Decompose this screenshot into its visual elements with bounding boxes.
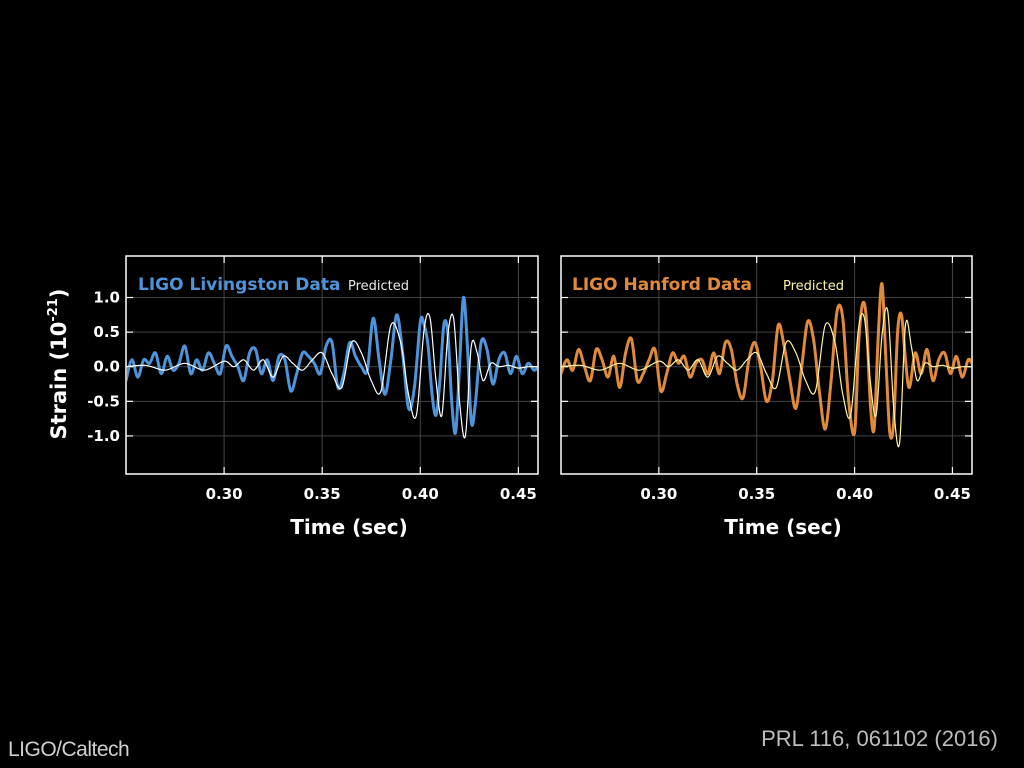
livingston-title: LIGO Livingston Data xyxy=(138,275,340,295)
livingston-ytick-label: -1.0 xyxy=(87,427,120,445)
livingston-xtick-label: 0.40 xyxy=(402,485,439,503)
hanford-data-line xyxy=(562,282,971,440)
y-axis-label-base: Strain (10 xyxy=(47,322,71,440)
y-axis-label-exponent: -21 xyxy=(46,298,61,322)
livingston-xtick-label: 0.45 xyxy=(500,485,537,503)
livingston-legend-predicted: Predicted xyxy=(348,279,409,294)
livingston-xtick-label: 0.30 xyxy=(206,485,243,503)
hanford-title: LIGO Hanford Data xyxy=(572,275,752,295)
livingston-plot-frame xyxy=(125,255,539,475)
livingston-ytick-label: 1.0 xyxy=(93,289,120,307)
hanford-plot-frame xyxy=(560,255,973,475)
hanford-xtick-label: 0.40 xyxy=(836,485,873,503)
credit-ligo-caltech: LIGO/Caltech xyxy=(8,738,130,761)
hanford-xtick-label: 0.35 xyxy=(738,485,775,503)
livingston-ytick-label: -0.5 xyxy=(87,392,120,410)
livingston-xtick-label: 0.35 xyxy=(304,485,341,503)
hanford-xtick-label: 0.30 xyxy=(640,485,677,503)
livingston-x-axis-label: Time (sec) xyxy=(290,515,407,539)
livingston-ytick-label: 0.5 xyxy=(93,323,120,341)
livingston-panel: 0.30 0.35 0.40 0.45 1.0 0.5 0.0 -0.5 -1.0 xyxy=(87,255,539,503)
citation-prl: PRL 116, 061102 (2016) xyxy=(761,726,998,751)
livingston-predicted-line xyxy=(127,312,537,439)
y-axis-label-close: ) xyxy=(47,288,71,298)
hanford-legend-predicted: Predicted xyxy=(783,279,844,294)
hanford-predicted-line xyxy=(562,307,971,447)
livingston-ytick-label: 0.0 xyxy=(93,358,120,376)
y-axis-label: Strain (10-21) xyxy=(46,288,71,439)
hanford-x-axis-label: Time (sec) xyxy=(724,515,841,539)
livingston-data-line xyxy=(127,295,537,435)
hanford-xtick-label: 0.45 xyxy=(934,485,971,503)
hanford-panel: 0.30 0.35 0.40 0.45 xyxy=(560,255,973,503)
